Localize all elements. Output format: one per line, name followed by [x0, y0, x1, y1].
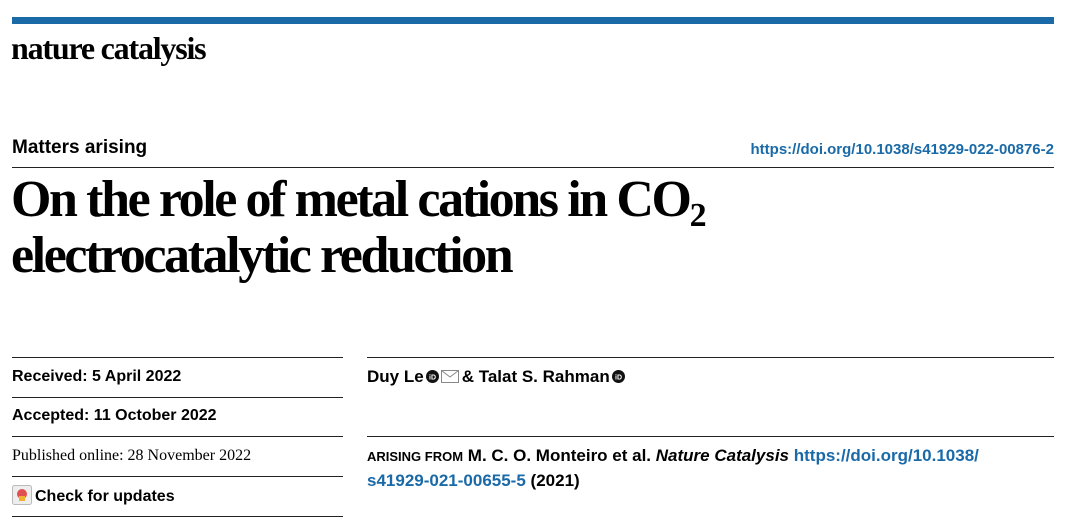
check-updates-text[interactable]: Check for updates — [35, 488, 175, 505]
section-label: Matters arising — [12, 137, 148, 158]
rule — [12, 516, 343, 517]
rule — [12, 357, 343, 358]
orcid-icon[interactable]: iD — [611, 370, 625, 383]
received-date: Received: 5 April 2022 — [12, 368, 182, 385]
journal-name: nature catalysis — [11, 30, 207, 66]
published-date: Published online: 28 November 2022 — [12, 447, 252, 464]
title-subscript: 2 — [689, 197, 707, 234]
rule — [12, 436, 343, 437]
rule — [12, 397, 343, 398]
authors: Duy Le iD & Talat S. Rahman iD — [367, 367, 627, 387]
arising-from-cont: s41929-021-00655-5 (2021) — [367, 471, 580, 491]
title-line: electrocatalytic reduction — [11, 227, 514, 284]
author-separator: & — [461, 367, 474, 386]
doi-link[interactable]: https://doi.org/10.1038/s41929-022-00876… — [750, 141, 1055, 158]
author: Talat S. Rahman — [478, 367, 610, 386]
check-updates[interactable]: Check for updates — [12, 485, 175, 506]
svg-text:iD: iD — [615, 375, 622, 382]
rule — [12, 167, 1054, 168]
arising-label: ARISING FROM — [367, 449, 464, 464]
top-bar — [12, 17, 1054, 24]
rule — [12, 476, 343, 477]
arising-journal: Nature Catalysis — [655, 446, 789, 465]
arising-year: (2021) — [530, 471, 580, 490]
arising-doi[interactable]: https://doi.org/10.1038/ — [793, 446, 979, 465]
orcid-icon[interactable]: iD — [425, 370, 439, 383]
email-icon[interactable] — [440, 370, 459, 383]
title-line: On the role of metal cations in CO — [11, 171, 692, 228]
author: Duy Le — [367, 367, 424, 386]
arising-authors: M. C. O. Monteiro et al. — [467, 446, 652, 465]
arising-doi[interactable]: s41929-021-00655-5 — [367, 471, 526, 490]
arising-from: ARISING FROM M. C. O. Monteiro et al. Na… — [367, 446, 979, 466]
svg-text:iD: iD — [429, 375, 436, 382]
rule — [367, 436, 1054, 437]
check-updates-icon — [12, 485, 32, 505]
accepted-date: Accepted: 11 October 2022 — [12, 407, 217, 424]
title: On the role of metal cations in CO2 — [11, 171, 707, 244]
rule — [367, 357, 1054, 358]
